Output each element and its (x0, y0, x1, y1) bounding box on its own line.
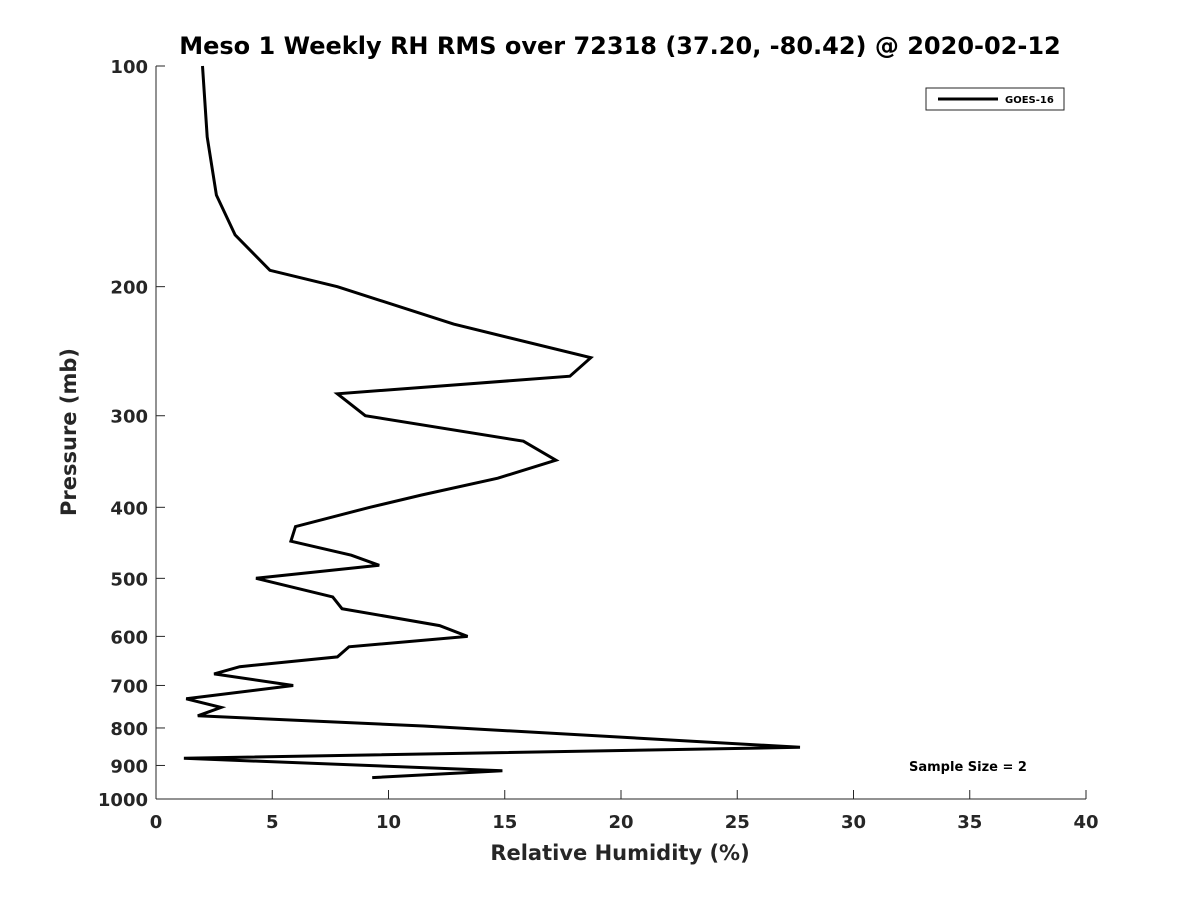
y-tick-label: 200 (110, 278, 148, 299)
x-tick-label: 15 (492, 812, 517, 833)
x-tick-label: 40 (1073, 812, 1098, 833)
legend-entry-goes-16: GOES-16 (1005, 95, 1054, 106)
y-tick-label: 100 (110, 57, 148, 78)
x-tick-label: 30 (841, 812, 866, 833)
y-axis-label: Pressure (mb) (57, 348, 81, 516)
y-tick-label: 1000 (98, 790, 148, 811)
x-tick-label: 25 (725, 812, 750, 833)
legend: GOES-16 (925, 87, 1065, 111)
plot-area (155, 66, 1086, 800)
x-ticks: 0 5 10 15 20 25 30 35 40 (150, 790, 1099, 833)
y-ticks: 100 200 300 400 500 600 700 800 900 1000 (98, 57, 165, 811)
y-tick-label: 800 (110, 719, 148, 740)
y-tick-label: 400 (110, 498, 148, 519)
x-tick-label: 5 (266, 812, 279, 833)
y-tick-label: 500 (110, 569, 148, 590)
series-layer (183, 65, 801, 780)
x-tick-label: 0 (150, 812, 163, 833)
x-axis-label: Relative Humidity (%) (490, 841, 749, 865)
x-tick-label: 20 (608, 812, 633, 833)
series-line-goes-16 (183, 65, 801, 780)
y-tick-label: 900 (110, 756, 148, 777)
x-tick-label: 10 (376, 812, 401, 833)
x-tick-label: 35 (957, 812, 982, 833)
sample-size-annotation: Sample Size = 2 (909, 760, 1027, 775)
y-tick-label: 600 (110, 627, 148, 648)
y-tick-label: 300 (110, 407, 148, 428)
chart-title: Meso 1 Weekly RH RMS over 72318 (37.20, … (179, 32, 1061, 60)
y-tick-label: 700 (110, 676, 148, 697)
